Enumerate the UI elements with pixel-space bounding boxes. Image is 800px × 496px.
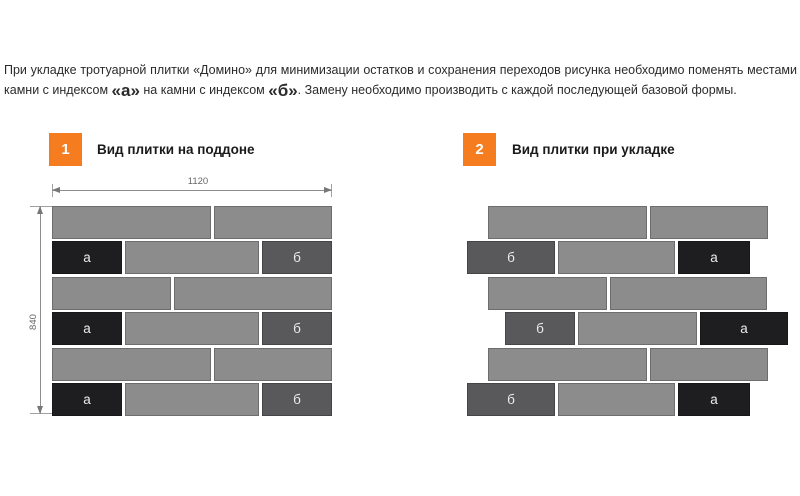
tile-gray: [578, 312, 697, 345]
width-dimension-label: 1120: [187, 176, 209, 187]
height-dimension-line: [40, 207, 41, 413]
tile-a: а: [678, 383, 750, 416]
tile-gray: [214, 348, 332, 381]
tile-b: б: [262, 312, 332, 345]
tile-label: б: [507, 392, 515, 407]
index-emphasis: «б»: [268, 81, 298, 100]
tile-gray: [214, 206, 332, 239]
section-2-title: Вид плитки при укладке: [512, 142, 675, 157]
dim-arrow-down-icon: [37, 406, 43, 414]
dim-arrow-right-icon: [324, 187, 332, 193]
height-dimension-label: 840: [28, 314, 39, 330]
tile-label: а: [83, 321, 91, 336]
tile-gray: [488, 348, 647, 381]
width-dimension-line: [52, 190, 332, 191]
index-emphasis: «а»: [111, 81, 140, 100]
tile-b: б: [467, 383, 555, 416]
tile-gray: [650, 206, 768, 239]
section-2-number-badge: 2: [463, 133, 496, 166]
tile-a: а: [700, 312, 788, 345]
tile-b: б: [262, 383, 332, 416]
tile-gray: [174, 277, 332, 310]
tile-label: б: [293, 250, 301, 265]
tile-gray: [558, 241, 675, 274]
tile-gray: [125, 241, 259, 274]
tile-gray: [125, 312, 259, 345]
tile-label: а: [710, 392, 718, 407]
tile-label: а: [83, 250, 91, 265]
tile-b: б: [467, 241, 555, 274]
tile-gray: [610, 277, 767, 310]
tile-label: а: [740, 321, 748, 336]
intro-paragraph: При укладке тротуарной плитки «Домино» д…: [4, 60, 797, 100]
pallet-diagram: а б а б а б: [52, 206, 333, 417]
tile-label: б: [536, 321, 544, 336]
tile-gray: [52, 206, 211, 239]
tile-label: б: [293, 392, 301, 407]
intro-text: При укладке тротуарной плитки «Домино» д…: [4, 63, 797, 97]
tile-gray: [650, 348, 768, 381]
tile-a: а: [52, 241, 122, 274]
intro-text: на камни с индексом: [139, 83, 269, 97]
tile-a: а: [678, 241, 750, 274]
section-1-title: Вид плитки на поддоне: [97, 142, 255, 157]
tile-gray: [52, 348, 211, 381]
tile-gray: [52, 277, 171, 310]
tile-b: б: [505, 312, 575, 345]
tile-gray: [125, 383, 259, 416]
tile-gray: [488, 206, 647, 239]
tile-gray: [558, 383, 675, 416]
dim-arrow-up-icon: [37, 206, 43, 214]
dim-arrow-left-icon: [52, 187, 60, 193]
section-1-number-badge: 1: [49, 133, 82, 166]
laying-diagram: б а б а б а: [467, 206, 789, 417]
intro-text: . Замену необходимо производить с каждой…: [297, 83, 737, 97]
tile-b: б: [262, 241, 332, 274]
tile-label: б: [507, 250, 515, 265]
tile-gray: [488, 277, 607, 310]
tile-label: б: [293, 321, 301, 336]
tile-a: а: [52, 312, 122, 345]
tile-label: а: [710, 250, 718, 265]
tile-a: а: [52, 383, 122, 416]
tile-label: а: [83, 392, 91, 407]
